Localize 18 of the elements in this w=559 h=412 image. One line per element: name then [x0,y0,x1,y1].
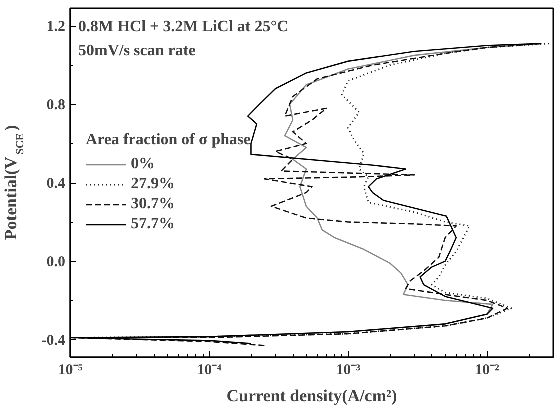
x-tick-label: 10⁻³ [336,362,362,378]
y-tick-label: 0.8 [46,98,66,114]
annotation: 50mV/s scan rate [78,42,196,60]
x-axis-title: Current density(A/cm²) [226,386,398,406]
legend-label: 0% [131,155,155,173]
y-tick-label: 1.2 [46,19,66,36]
x-tick-label: 10⁻⁴ [197,362,222,378]
y-axis-title: Potential(VSCE) [2,125,26,240]
legend-label: 30.7% [131,195,175,213]
x-tick-label: 10⁻⁵ [58,362,84,378]
y-tick-label: -0.4 [42,332,66,349]
x-tick-label: 10⁻² [474,362,500,378]
legend-label: 27.9% [131,175,175,193]
y-tick-label: 0.4 [46,176,66,192]
legend-title: Area fraction of σ phase [86,131,251,149]
annotation: 0.8M HCl + 3.2M LiCl at 25°C [78,18,289,36]
y-tick-label: 0.0 [46,254,66,270]
legend-label: 57.7% [131,215,175,233]
